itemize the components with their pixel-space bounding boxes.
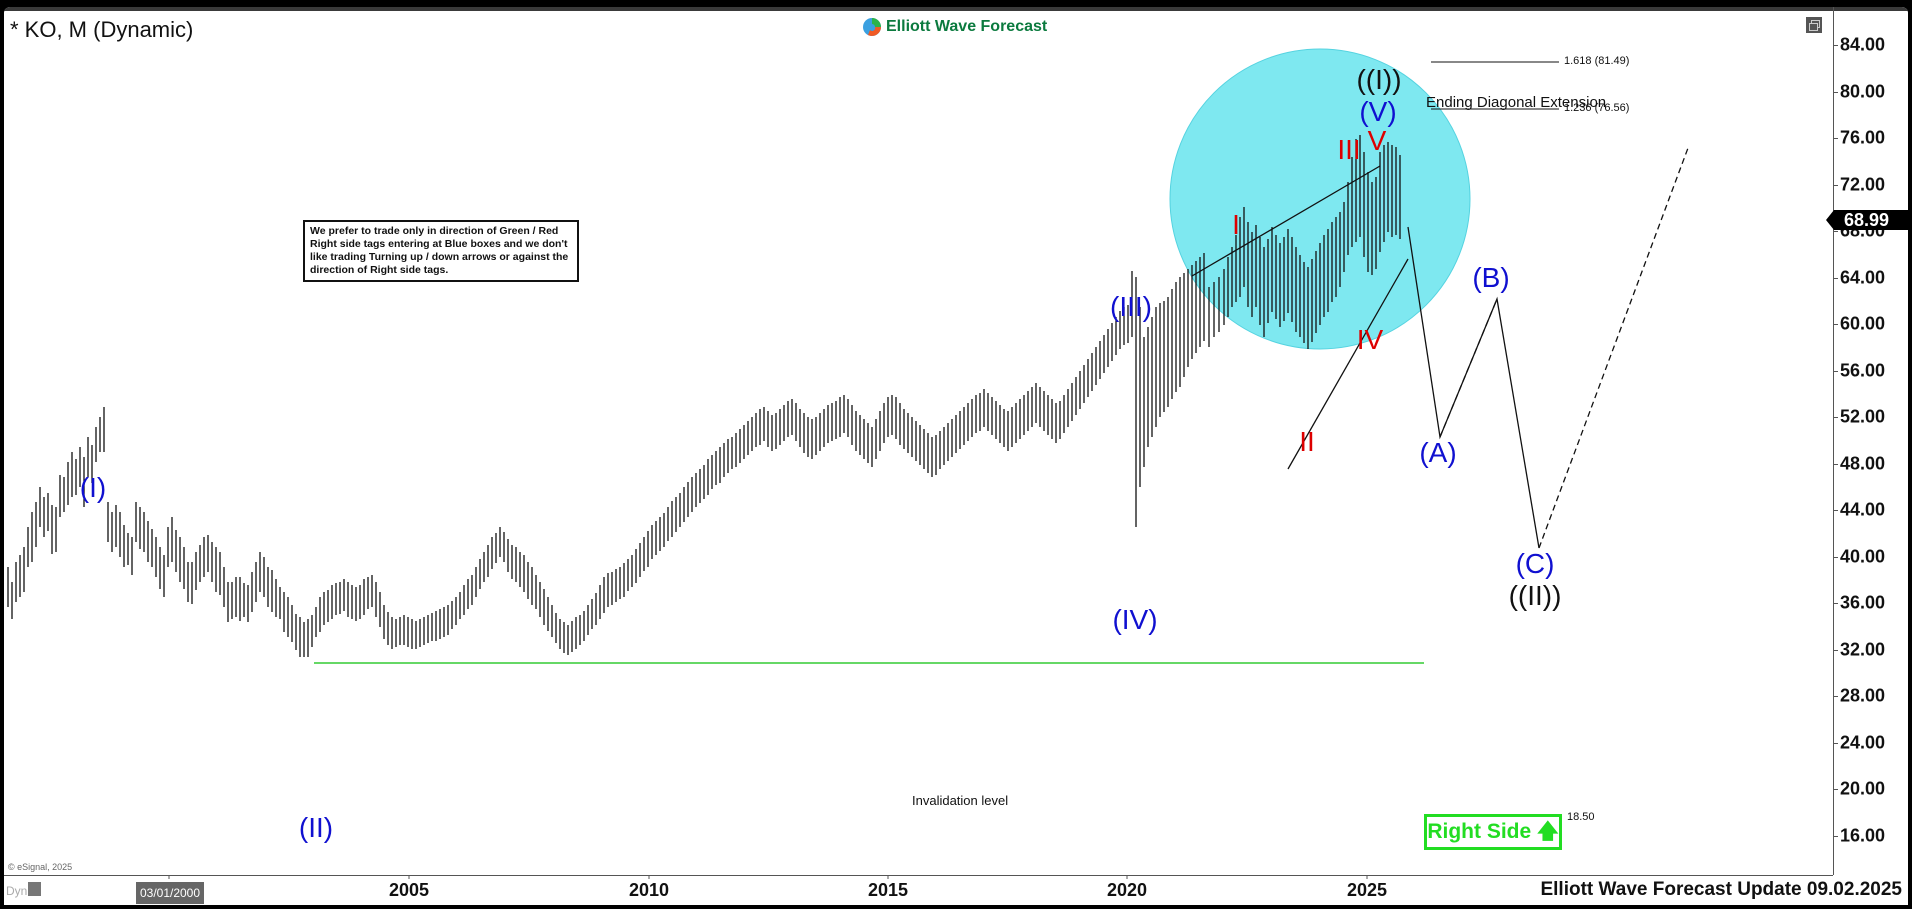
x-tick: 2020: [1106, 880, 1148, 900]
wave-label-II: (II): [298, 812, 334, 843]
price-chart[interactable]: [4, 7, 1908, 905]
dyn-label: Dyn: [6, 884, 28, 898]
y-tick: 84.00: [1840, 34, 1886, 55]
y-tick: 20.00: [1840, 778, 1886, 799]
wave-label-I: (I): [79, 472, 107, 503]
fib-1236-label: 1.236 (76.56): [1564, 102, 1630, 114]
y-tick: 32.00: [1840, 639, 1886, 660]
y-tick: 44.00: [1840, 499, 1886, 520]
wave-label-red-III: III: [1337, 134, 1361, 165]
wave-label-C: (C): [1515, 548, 1555, 579]
wave-label-III: (III): [1110, 291, 1152, 322]
up-arrow-icon: 🡅: [1537, 820, 1559, 843]
y-tick: 40.00: [1840, 546, 1886, 567]
y-tick: 56.00: [1840, 360, 1886, 381]
brand-logo: Elliott Wave Forecast: [862, 15, 1047, 39]
wave-label-red-II: II: [1299, 426, 1315, 457]
x-tick: 2005: [388, 880, 430, 900]
wave-label-red-V: V: [1367, 125, 1387, 156]
wave-label-V: (V): [1359, 96, 1397, 127]
chart-window: * KO, M (Dynamic) Elliott Wave Forecast …: [4, 7, 1908, 905]
y-tick: 16.00: [1840, 825, 1886, 846]
price-bars: [7, 135, 1401, 657]
y-tick: 60.00: [1840, 313, 1886, 334]
wave-label-cycle-II: ((II)): [1508, 580, 1562, 611]
wave-label-cycle-I: ((I)): [1356, 64, 1402, 95]
cursor-date: 03/01/2000: [136, 882, 204, 904]
diagonal-upper-line: [1191, 165, 1381, 277]
invalidation-label: Invalidation level: [912, 793, 1009, 808]
copyright: © eSignal, 2025: [8, 862, 73, 872]
y-tick: 28.00: [1840, 685, 1886, 706]
wave-label-IV: (IV): [1112, 604, 1158, 635]
update-footer: Elliott Wave Forecast Update 09.02.2025: [1540, 879, 1902, 900]
y-tick: 80.00: [1840, 81, 1886, 102]
x-tick: 2025: [1346, 880, 1388, 900]
last-price-tag: 68.99: [1826, 210, 1908, 230]
y-tick: 64.00: [1840, 267, 1886, 288]
right-side-label: Right Side: [1427, 820, 1532, 843]
elliott-wave-logo-icon: [863, 18, 881, 36]
y-tick: 72.00: [1840, 174, 1886, 195]
chart-title: * KO, M (Dynamic): [10, 17, 194, 42]
y-tick: 76.00: [1840, 127, 1886, 148]
lock-icon[interactable]: [28, 882, 41, 896]
x-tick: 2015: [867, 880, 909, 900]
y-tick: 24.00: [1840, 732, 1886, 753]
wave-label-B: (B): [1472, 262, 1510, 293]
projection-dashed-ab: [1439, 298, 1498, 438]
y-tick: 36.00: [1840, 592, 1886, 613]
wave-label-red-IV: IV: [1356, 324, 1384, 355]
y-tick: 48.00: [1840, 453, 1886, 474]
x-tick: 2010: [628, 880, 670, 900]
projection-dashed-c-up: [1538, 147, 1689, 549]
y-tick: 52.00: [1840, 406, 1886, 427]
window-top-bar: [4, 7, 1908, 11]
wave-label-red-I: I: [1232, 209, 1240, 240]
window-restore-icon[interactable]: [1806, 17, 1822, 33]
brand-name: Elliott Wave Forecast: [886, 18, 1048, 35]
ending-diagonal-label: Ending Diagonal Extension: [1426, 94, 1607, 111]
price-axis: [1833, 7, 1834, 875]
fib-1618-label: 1.618 (81.49): [1564, 55, 1630, 67]
wave-label-A: (A): [1419, 437, 1457, 468]
invalidation-value: 18.50: [1567, 811, 1595, 823]
diagonal-lower-line: [1287, 258, 1409, 470]
trading-note-box: We prefer to trade only in direction of …: [303, 220, 579, 282]
right-side-tag: Right Side 🡅: [1424, 814, 1562, 850]
blue-box-circle: [1169, 48, 1471, 350]
time-axis: [4, 875, 1833, 876]
